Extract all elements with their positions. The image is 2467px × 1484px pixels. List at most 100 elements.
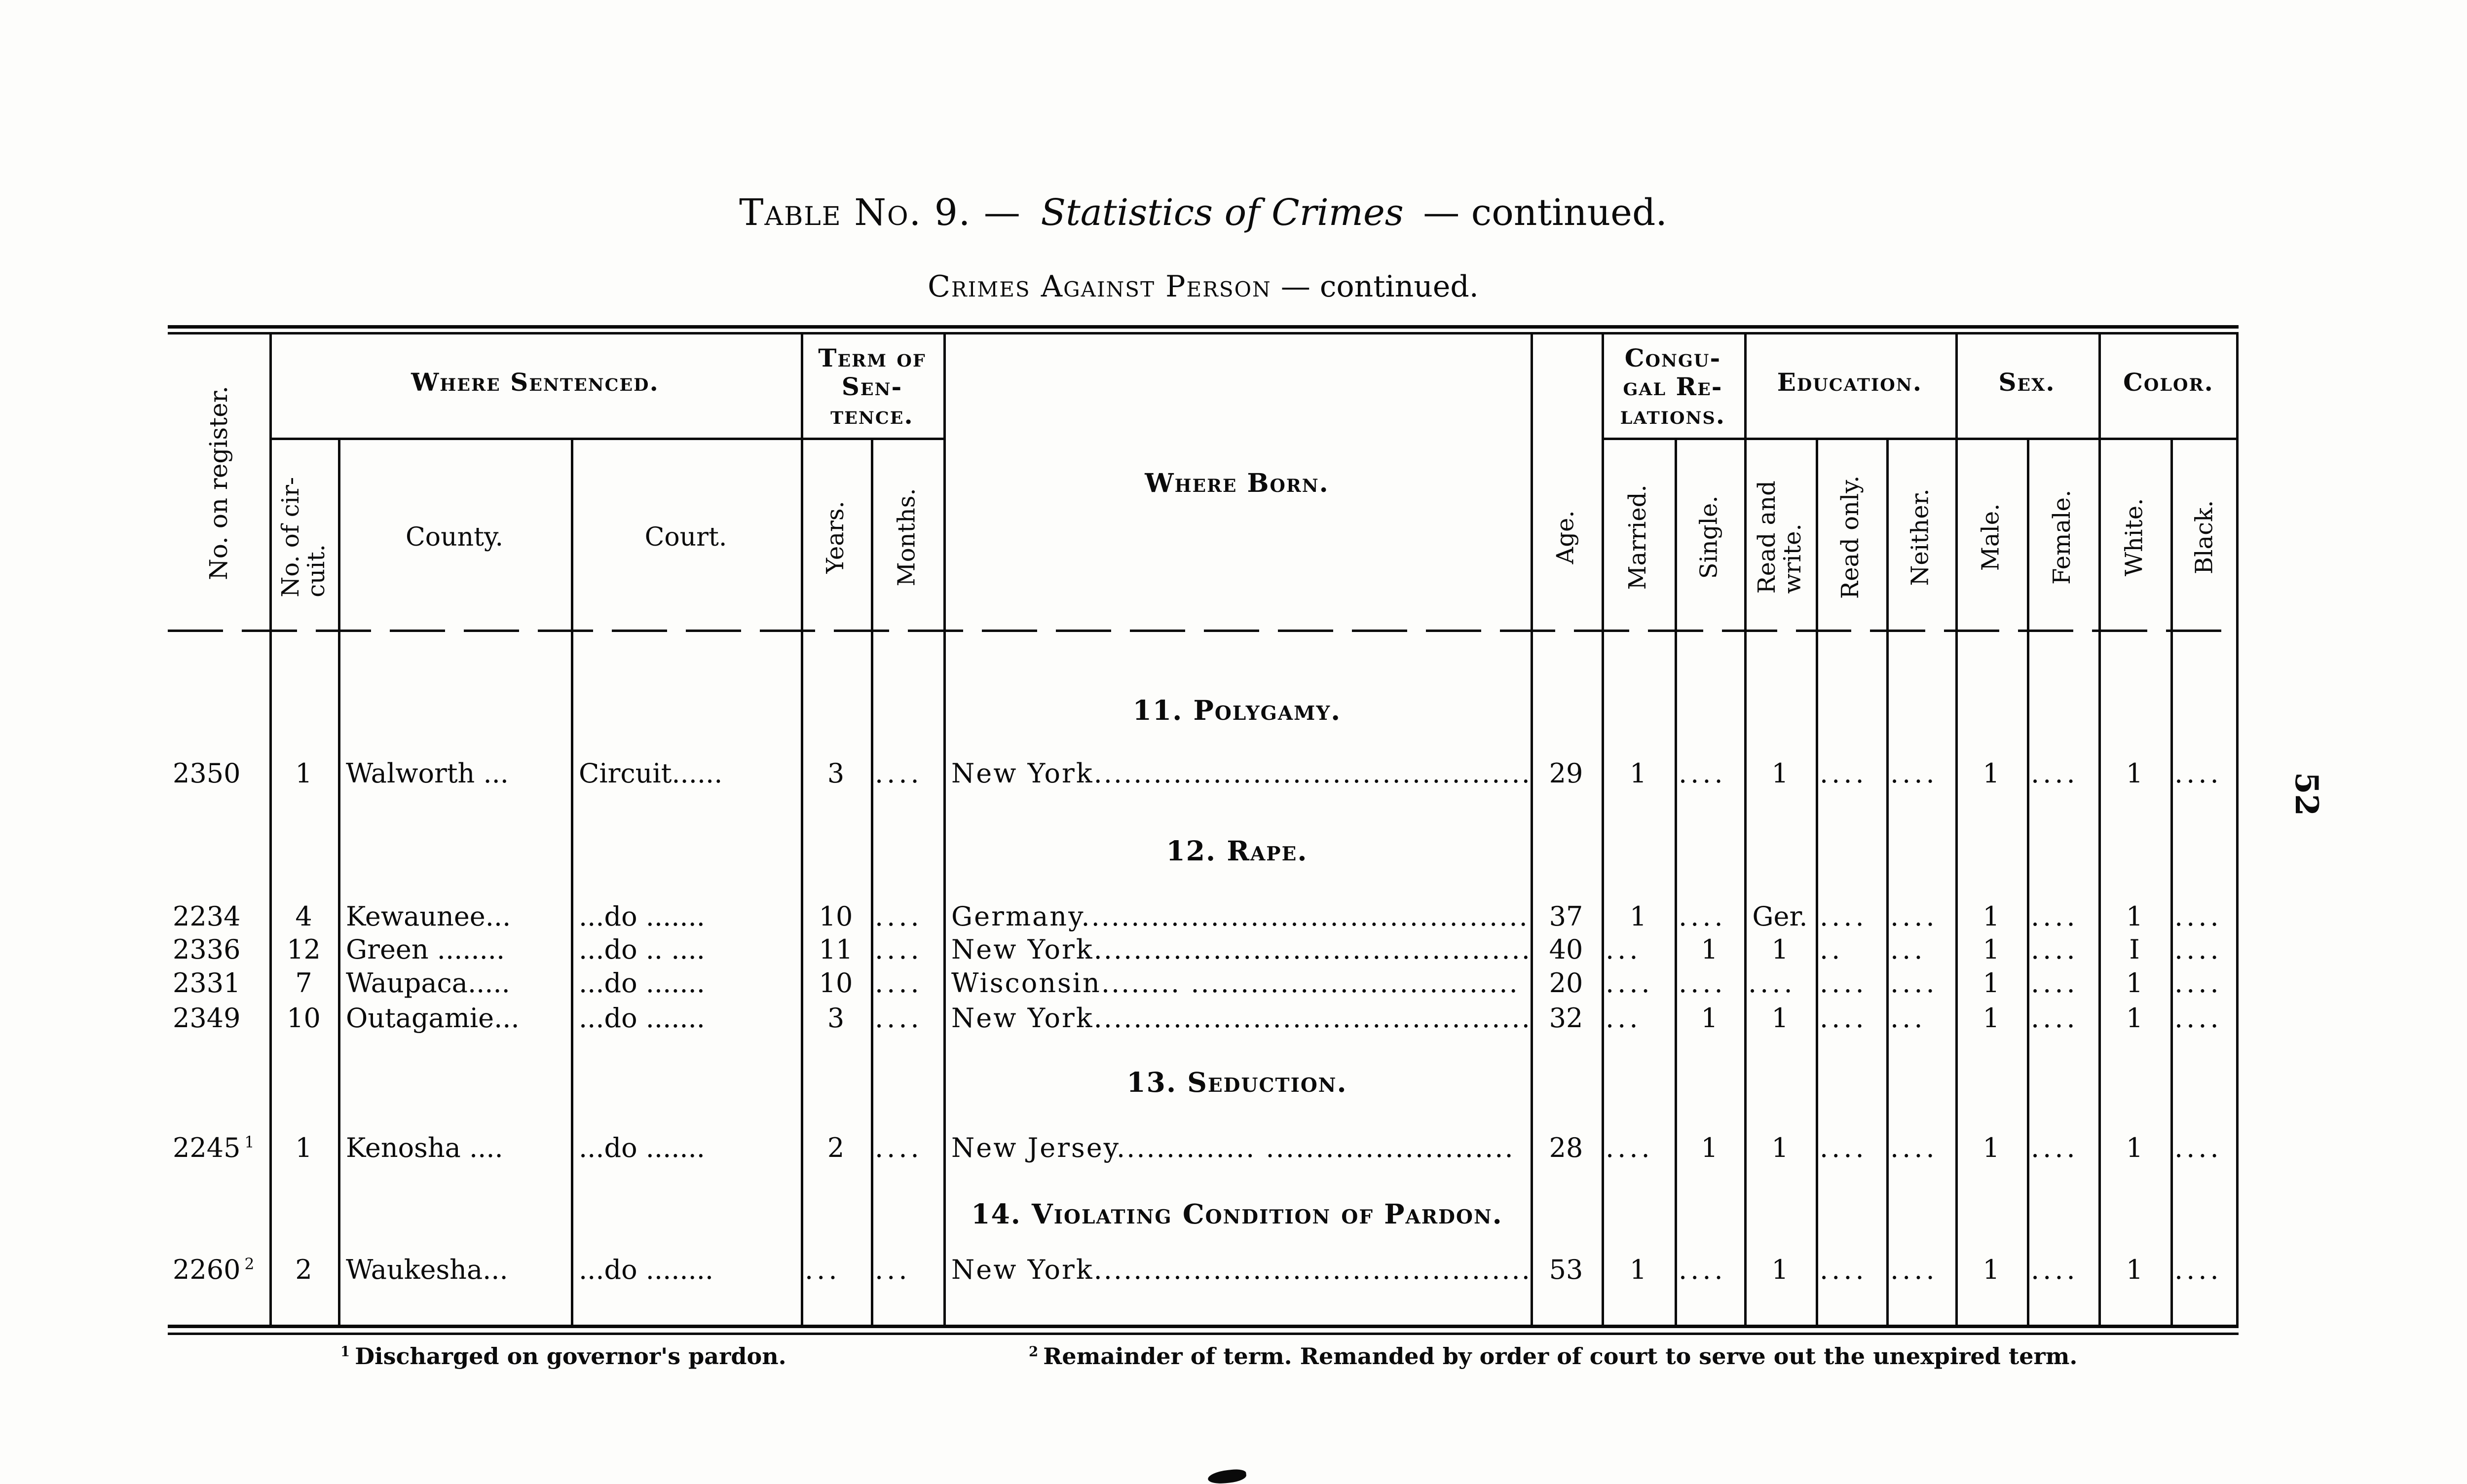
header-color: Color.	[2123, 367, 2214, 397]
cell-neither: ....	[1890, 1254, 1938, 1285]
cell-county: Kenosha ....	[346, 1132, 503, 1163]
cell-register: 2336	[173, 933, 241, 965]
table-row: 2336 12 Green ........ ...do .. .... 11 …	[168, 931, 2239, 967]
section-header: 11. Polygamy.	[1132, 694, 1342, 726]
congugal-underline	[1602, 438, 1746, 440]
column-divider	[571, 438, 573, 1325]
cell-read-only: ....	[1820, 1132, 1868, 1163]
cell-county: Walworth ...	[346, 757, 509, 789]
footnote-1: 1 Discharged on governor's pardon.	[340, 1343, 786, 1370]
cell-county: Green ........	[346, 933, 505, 965]
cell-female: ....	[2031, 967, 2079, 999]
cell-male: 1	[1982, 1254, 2000, 1285]
cell-black: ....	[2174, 1132, 2222, 1163]
cell-single: ....	[1679, 1254, 1726, 1285]
where-sentenced-underline	[269, 438, 803, 440]
table-row: 2331 7 Waupaca..... ...do ....... 10 ...…	[168, 965, 2239, 1001]
cell-court: ...do .......	[579, 900, 705, 932]
cell-years: 3	[827, 1002, 845, 1034]
table-row: 2260 2 2 Waukesha... ...do ........ ... .…	[168, 1252, 2239, 1287]
cell-register: 2350	[173, 757, 241, 789]
cell-years: 11	[819, 933, 853, 965]
cell-register: 2234	[173, 900, 241, 932]
cell-neither: ...	[1890, 933, 1926, 965]
header-body-separator	[168, 630, 2239, 632]
cell-male: 1	[1982, 967, 2000, 999]
column-divider	[1531, 333, 1533, 1325]
statistics-table: No. on register. Where Sentenced. No. of…	[168, 325, 2239, 1336]
cell-county: Outagamie...	[346, 1002, 520, 1034]
cell-circuit: 12	[287, 933, 321, 965]
cell-male: 1	[1982, 1132, 2000, 1163]
section-header: 13. Seduction.	[1126, 1066, 1347, 1098]
cell-black: ....	[2174, 1254, 2222, 1285]
cell-register: 2245 1	[173, 1132, 255, 1163]
header-education: Education.	[1777, 367, 1923, 397]
cell-years: 3	[827, 757, 845, 789]
column-divider	[1675, 438, 1677, 1325]
column-divider	[2027, 438, 2029, 1325]
cell-age: 53	[1549, 1254, 1583, 1285]
cell-read-only: ..	[1820, 933, 1844, 965]
cell-where-born: New York................................…	[951, 1254, 1531, 1285]
header-where-sentenced: Where Sentenced.	[411, 367, 659, 397]
header-circuit: No. of cir- cuit.	[276, 477, 330, 597]
header-sex: Sex.	[1998, 367, 2056, 397]
header-where-born: Where Born.	[1145, 468, 1329, 498]
bottom-rule	[168, 1325, 2239, 1328]
cell-white: 1	[2126, 1132, 2143, 1163]
footnote-1-text: Discharged on governor's pardon.	[355, 1343, 786, 1370]
cell-read-write: 1	[1771, 933, 1789, 965]
cell-female: ....	[2031, 1132, 2079, 1163]
footnote-1-marker: 1	[340, 1343, 350, 1360]
page-number: 52	[2288, 772, 2325, 816]
cell-neither: ....	[1890, 757, 1938, 789]
cell-read-write: 1	[1771, 757, 1789, 789]
cell-neither: ....	[1890, 900, 1938, 932]
cell-white: 1	[2126, 1002, 2143, 1034]
page-title: Table No. 9. — Statistics of Crimes — co…	[168, 191, 2239, 234]
cell-court: ...do ........	[579, 1254, 714, 1285]
table-row: 2245 1 1 Kenosha .... ...do ....... 2 ...…	[168, 1130, 2239, 1165]
cell-read-only: ....	[1820, 1254, 1868, 1285]
cell-female: ....	[2031, 757, 2079, 789]
cell-single: 1	[1701, 1132, 1718, 1163]
footnote-2: 2 Remainder of term. Remanded by order of…	[1029, 1343, 2077, 1370]
cell-male: 1	[1982, 757, 2000, 789]
cell-female: ....	[2031, 933, 2079, 965]
cell-black: ....	[2174, 933, 2222, 965]
cell-female: ....	[2031, 900, 2079, 932]
column-divider	[2170, 438, 2173, 1325]
cell-where-born: New York................................…	[951, 757, 1531, 789]
header-county: County.	[406, 522, 503, 552]
header-black: Black.	[2190, 500, 2218, 575]
header-married: Married.	[1624, 484, 1652, 590]
cell-married: ....	[1606, 1132, 1653, 1163]
cell-court: ...do .......	[579, 1002, 705, 1034]
cell-white: I	[2129, 933, 2140, 965]
cell-months: ....	[875, 1132, 923, 1163]
cell-female: ....	[2031, 1002, 2079, 1034]
cell-white: 1	[2126, 757, 2143, 789]
title-prefix: Table No. 9. —	[739, 191, 1021, 234]
subtitle-suffix: — continued.	[1271, 269, 1479, 304]
top-rule	[168, 325, 2239, 329]
column-divider	[1744, 333, 1747, 1325]
cell-male: 1	[1982, 900, 2000, 932]
cell-months: ....	[875, 967, 923, 999]
color-underline	[2098, 438, 2239, 440]
cell-single: ....	[1679, 967, 1726, 999]
subtitle-main: Crimes Against Person	[928, 269, 1271, 304]
column-divider	[1886, 438, 1889, 1325]
cell-years: 10	[819, 900, 853, 932]
ink-smudge	[1207, 1468, 1247, 1484]
page-subtitle: Crimes Against Person — continued.	[168, 269, 2239, 304]
cell-where-born: New York................................…	[951, 933, 1531, 965]
cell-court: ...do .. ....	[579, 933, 705, 965]
cell-years: 2	[827, 1132, 845, 1163]
column-divider	[1602, 333, 1604, 1325]
term-underline	[801, 438, 946, 440]
header-female: Female.	[2048, 489, 2076, 585]
cell-age: 20	[1549, 967, 1583, 999]
